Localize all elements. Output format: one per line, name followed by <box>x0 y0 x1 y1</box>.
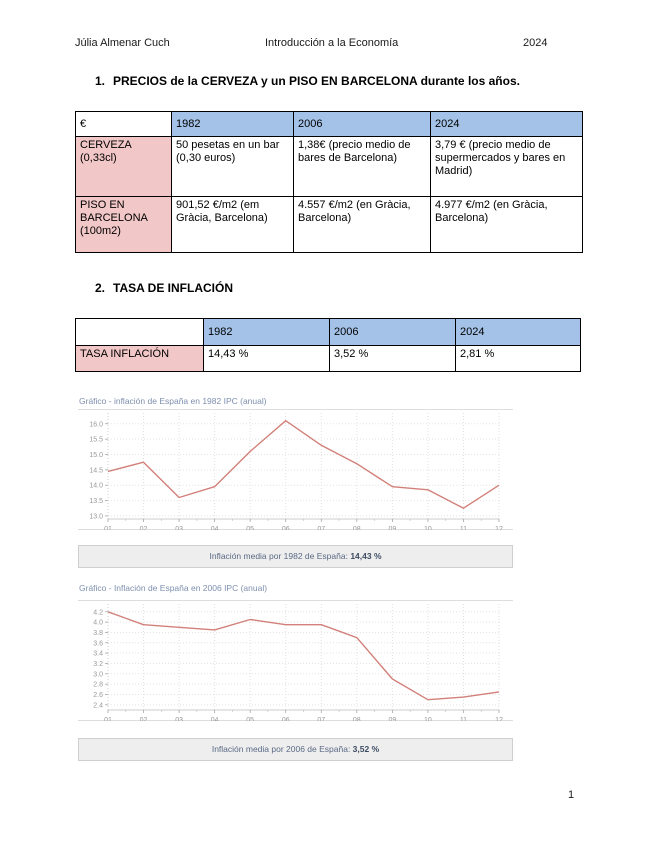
svg-text:05: 05 <box>246 717 254 721</box>
inflation-header-2006: 2006 <box>329 318 456 346</box>
inflation-header-2024: 2024 <box>455 318 581 346</box>
svg-text:2.8: 2.8 <box>93 682 103 689</box>
section-1-heading: 1. PRECIOS de la CERVEZA y un PISO EN BAR… <box>95 74 520 88</box>
svg-text:11: 11 <box>460 526 467 530</box>
table-row: TASA INFLACIÓN 14,43 % 3,52 % 2,81 % <box>75 345 581 372</box>
svg-text:06: 06 <box>282 526 290 530</box>
piso-2024-value: 4.977 €/m2 (en Gràcia, Barcelona) <box>430 196 583 253</box>
chart-title-1982: Gráfico - inflación de España en 1982 IP… <box>79 396 267 406</box>
inflation-1982-value: 14,43 % <box>203 345 330 372</box>
cerveza-2006-value: 1,38€ (precio medio de bares de Barcelon… <box>293 136 431 197</box>
inflation-table: 1982 2006 2024 TASA INFLACIÓN 14,43 % 3,… <box>75 318 581 372</box>
cerveza-1982-value: 50 pesetas en un bar (0,30 euros) <box>171 136 294 197</box>
svg-text:2.6: 2.6 <box>93 692 103 699</box>
svg-text:08: 08 <box>353 717 361 721</box>
caption-value-2006: 3,52 % <box>352 744 380 754</box>
svg-text:12: 12 <box>495 717 503 721</box>
svg-text:13.5: 13.5 <box>89 498 103 505</box>
inflation-table-header-row: 1982 2006 2024 <box>75 318 581 346</box>
cerveza-2024-value: 3,79 € (precio medio de supermercados y … <box>430 136 583 197</box>
svg-text:12: 12 <box>495 526 503 530</box>
svg-text:15.0: 15.0 <box>89 452 103 459</box>
svg-text:2.4: 2.4 <box>93 702 103 709</box>
prices-header-1982: 1982 <box>171 111 294 137</box>
svg-text:13.0: 13.0 <box>89 513 103 520</box>
svg-text:07: 07 <box>317 526 325 530</box>
section-1-number: 1. <box>95 74 106 88</box>
svg-text:01: 01 <box>104 717 112 721</box>
section-2-number: 2. <box>95 281 106 295</box>
svg-text:01: 01 <box>104 526 112 530</box>
svg-text:14.5: 14.5 <box>89 467 103 474</box>
svg-text:3.4: 3.4 <box>93 651 103 658</box>
svg-text:14.0: 14.0 <box>89 483 103 490</box>
svg-text:04: 04 <box>211 526 219 530</box>
prices-header-2024: 2024 <box>430 111 583 137</box>
prices-table-header-row: € 1982 2006 2024 <box>75 111 583 137</box>
prices-header-euro: € <box>75 111 172 137</box>
svg-text:11: 11 <box>460 717 467 721</box>
prices-header-2006: 2006 <box>293 111 431 137</box>
section-1-title: PRECIOS de la CERVEZA y un PISO EN BARCE… <box>113 74 520 88</box>
section-2-title: TASA DE INFLACIÓN <box>113 281 233 295</box>
svg-text:4.0: 4.0 <box>93 620 103 627</box>
svg-text:3.2: 3.2 <box>93 661 103 668</box>
svg-text:10: 10 <box>424 717 432 721</box>
piso-1982-value: 901,52 €/m2 (em Gràcia, Barcelona) <box>171 196 294 253</box>
svg-text:03: 03 <box>175 717 183 721</box>
svg-text:05: 05 <box>246 526 254 530</box>
prices-table: € 1982 2006 2024 CERVEZA (0,33cl) 50 pes… <box>75 111 583 253</box>
prices-row-piso-label: PISO EN BARCELONA (100m2) <box>75 196 172 253</box>
table-row: PISO EN BARCELONA (100m2) 901,52 €/m2 (e… <box>75 196 583 253</box>
page-number: 1 <box>568 789 575 801</box>
chart-title-2006: Gráfico - Inflación de España en 2006 IP… <box>79 583 268 593</box>
piso-2006-value: 4.557 €/m2 (en Gràcia, Barcelona) <box>293 196 431 253</box>
svg-text:09: 09 <box>388 717 396 721</box>
svg-text:08: 08 <box>353 526 361 530</box>
svg-text:3.8: 3.8 <box>93 630 103 637</box>
inflation-2024-value: 2,81 % <box>455 345 581 372</box>
inflation-line-chart-2006: 2.4 2.6 2.8 3.0 3.2 3.4 3.6 3.8 4.0 4.2 01 02 03 04 05… <box>78 600 513 724</box>
svg-text:02: 02 <box>140 717 148 721</box>
caption-value-1982: 14,43 % <box>350 551 382 561</box>
svg-text:04: 04 <box>211 717 219 721</box>
svg-text:10: 10 <box>424 526 432 530</box>
inflation-row-label: TASA INFLACIÓN <box>75 345 204 372</box>
header-author: Júlia Almenar Cuch <box>75 37 170 49</box>
svg-text:06: 06 <box>282 717 290 721</box>
caption-text-1982: Inflación media por 1982 de España: <box>209 551 351 561</box>
prices-row-cerveza-label: CERVEZA (0,33cl) <box>75 136 172 197</box>
svg-text:02: 02 <box>140 526 148 530</box>
svg-text:3.0: 3.0 <box>93 671 103 678</box>
chart-caption-1982: Inflación media por 1982 de España: 14,4… <box>78 545 513 568</box>
svg-text:09: 09 <box>388 526 396 530</box>
inflation-header-1982: 1982 <box>203 318 330 346</box>
svg-text:07: 07 <box>317 717 325 721</box>
svg-text:03: 03 <box>175 526 183 530</box>
chart-caption-2006: Inflación media por 2006 de España: 3,52… <box>78 738 513 761</box>
header-course-title: Introducción a la Economía <box>265 37 399 49</box>
svg-text:4.2: 4.2 <box>93 609 103 616</box>
caption-text-2006: Inflación media por 2006 de España: <box>211 744 353 754</box>
line-chart-svg: 2.4 2.6 2.8 3.0 3.2 3.4 3.6 3.8 4.0 4.2 01 02 03 04 05… <box>78 600 513 724</box>
inflation-header-empty <box>75 318 204 346</box>
section-2-heading: 2. TASA DE INFLACIÓN <box>95 281 233 295</box>
inflation-2006-value: 3,52 % <box>329 345 456 372</box>
table-row: CERVEZA (0,33cl) 50 pesetas en un bar (0… <box>75 136 583 197</box>
svg-text:16.0: 16.0 <box>89 421 103 428</box>
inflation-line-chart-1982: 13.0 13.5 14.0 14.5 15.0 15.5 16.0 01 02 03 04 05 06… <box>78 409 513 533</box>
svg-text:3.6: 3.6 <box>93 640 103 647</box>
svg-text:15.5: 15.5 <box>89 437 103 444</box>
line-chart-svg: 13.0 13.5 14.0 14.5 15.0 15.5 16.0 01 02 03 04 05 06… <box>78 409 513 533</box>
header-year: 2024 <box>523 37 548 49</box>
